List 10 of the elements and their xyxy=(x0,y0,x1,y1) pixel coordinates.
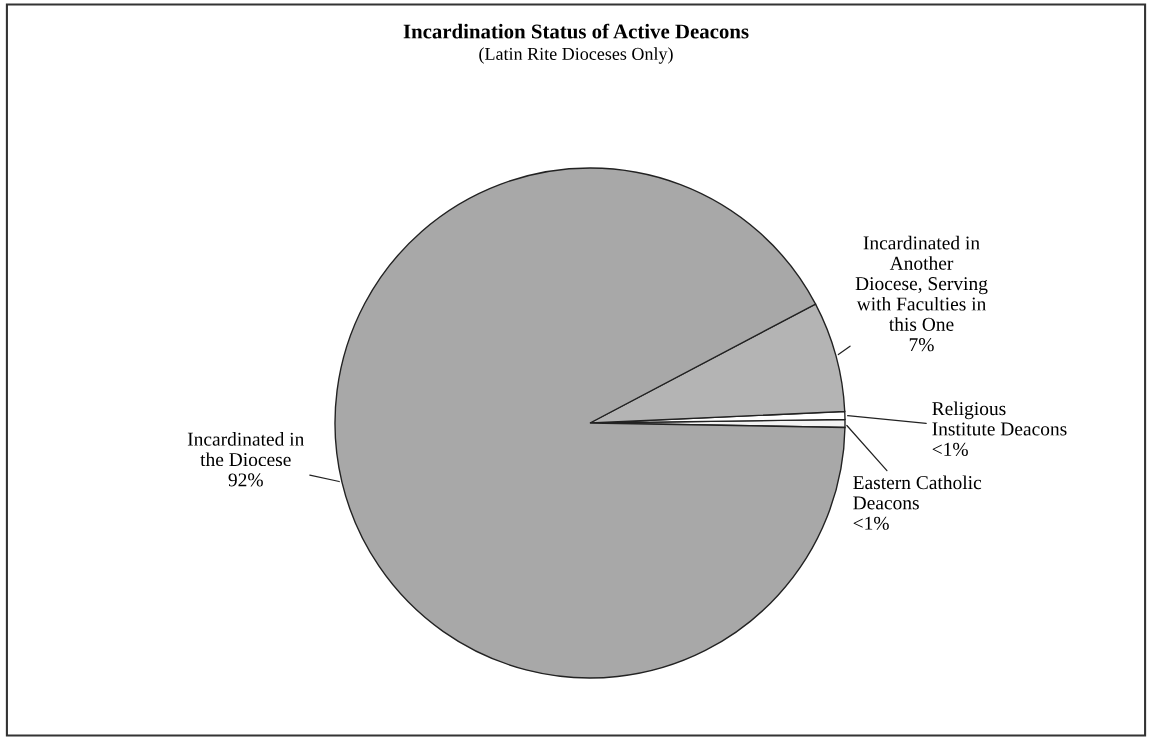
data-label: <1% xyxy=(932,442,968,456)
slice-label: Eastern Catholic Deacons xyxy=(853,475,982,510)
slice-label: Incardinated in the Diocese xyxy=(187,432,305,467)
data-label: 92% xyxy=(228,473,263,487)
data-label: <1% xyxy=(853,516,889,530)
slice-label: Incardinated in Another Diocese, Serving with Faculties in this One xyxy=(855,235,988,331)
slice-label: Religious Institute Deacons xyxy=(932,401,1067,436)
chart-subtitle: (Latin Rite Dioceses Only) xyxy=(479,47,673,64)
chart-title: Incardination Status of Active Deacons xyxy=(403,23,749,39)
data-label: 7% xyxy=(909,338,934,352)
